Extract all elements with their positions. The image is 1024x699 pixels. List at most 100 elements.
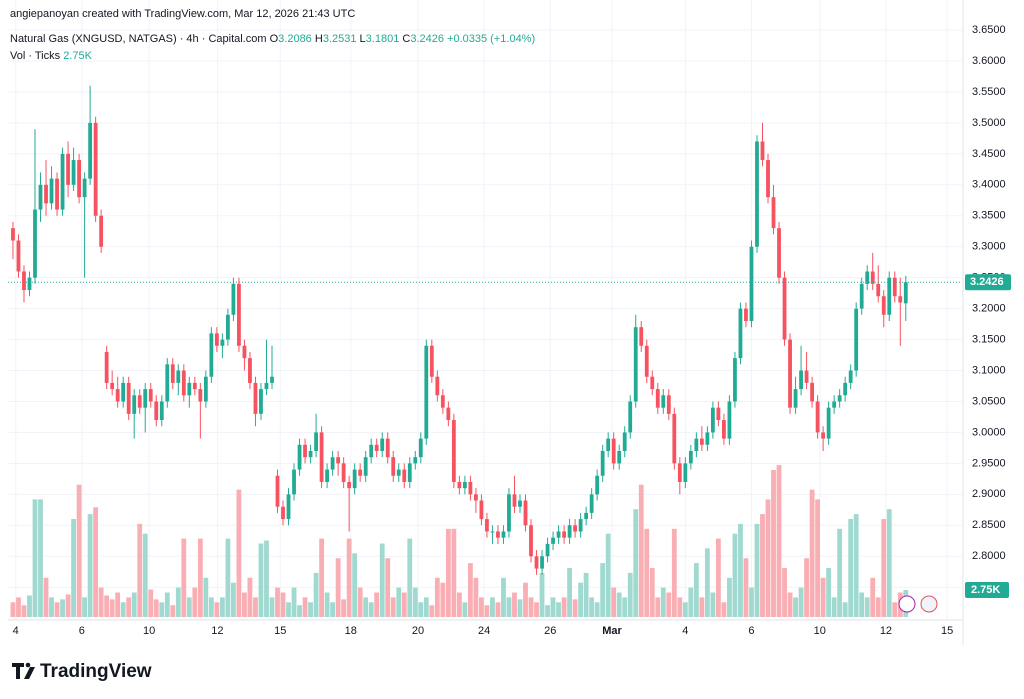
y-tick-label: 3.0000 bbox=[972, 426, 1006, 438]
volume-bar bbox=[721, 602, 727, 617]
candle-body bbox=[661, 395, 666, 408]
candle-body bbox=[181, 370, 186, 396]
volume-bar bbox=[732, 533, 738, 617]
volume-bar bbox=[611, 587, 617, 617]
volume-bar bbox=[765, 499, 771, 617]
candle-body bbox=[848, 370, 853, 383]
x-tick-label: Mar bbox=[602, 625, 622, 637]
volume-bar bbox=[539, 572, 545, 617]
candle-body bbox=[782, 277, 787, 340]
y-tick-label: 3.6000 bbox=[972, 55, 1006, 67]
y-tick-label: 3.4000 bbox=[972, 179, 1006, 191]
volume-bar bbox=[699, 597, 705, 617]
candle-body bbox=[192, 382, 197, 390]
volume-bar bbox=[335, 558, 341, 617]
price-pane bbox=[11, 85, 908, 575]
volume-bar bbox=[60, 599, 65, 617]
candle-body bbox=[104, 351, 109, 383]
volume-pane bbox=[10, 465, 909, 617]
volume-bar bbox=[809, 489, 815, 617]
candle-body bbox=[198, 389, 203, 402]
volume-bar bbox=[142, 533, 148, 617]
candle-body bbox=[666, 395, 671, 414]
candle-body bbox=[38, 184, 43, 210]
candle-body bbox=[777, 228, 781, 278]
volume-bar bbox=[137, 523, 143, 617]
volume-bar bbox=[892, 602, 898, 617]
y-tick-label: 3.4500 bbox=[972, 148, 1006, 160]
volume-bar bbox=[93, 507, 99, 617]
volume-bar bbox=[186, 597, 192, 617]
volume-bar bbox=[275, 587, 280, 617]
candle-body bbox=[887, 277, 892, 315]
volume-bar bbox=[192, 587, 198, 617]
candle-body bbox=[440, 395, 445, 408]
volume-bar bbox=[594, 602, 600, 617]
candle-body bbox=[336, 457, 341, 464]
candle-body bbox=[121, 382, 126, 402]
candle-body bbox=[402, 469, 407, 482]
volume-bar bbox=[837, 528, 843, 617]
volume-bar bbox=[693, 563, 699, 617]
change: +0.0335 (+1.04%) bbox=[447, 33, 536, 45]
volume-bar bbox=[600, 563, 606, 617]
candle-body bbox=[55, 178, 59, 210]
candle-body bbox=[837, 395, 842, 402]
volume-bar bbox=[32, 499, 38, 617]
volume-bar bbox=[864, 597, 870, 617]
candle-body bbox=[578, 519, 583, 532]
volume-bar bbox=[242, 592, 247, 617]
candle-body bbox=[325, 469, 330, 482]
candle-body bbox=[308, 451, 313, 458]
ohlc: O3.2086 H3.2531 L3.1801 C3.2426 +0.0335 … bbox=[270, 33, 536, 45]
candle-body bbox=[77, 160, 81, 198]
candle-body bbox=[424, 345, 429, 439]
candle-body bbox=[540, 556, 544, 569]
candle-body bbox=[733, 358, 737, 402]
candle-body bbox=[474, 494, 478, 501]
candle-body bbox=[551, 537, 555, 544]
candle-body bbox=[727, 401, 732, 439]
volume-bar bbox=[363, 597, 369, 617]
volume-bar bbox=[297, 605, 302, 617]
candle-body bbox=[187, 382, 192, 396]
y-tick-label: 3.1500 bbox=[972, 333, 1006, 345]
candle-body bbox=[462, 481, 467, 489]
candle-body bbox=[672, 413, 677, 464]
volume-title: Vol · Ticks bbox=[10, 50, 61, 62]
volume-bar bbox=[512, 592, 517, 617]
candle-body bbox=[766, 160, 770, 198]
ohlc-prefix: L bbox=[359, 33, 366, 45]
volume-bar bbox=[523, 582, 528, 617]
volume-bar bbox=[65, 594, 71, 617]
candle-body bbox=[352, 469, 357, 489]
volume-bar bbox=[666, 592, 672, 617]
volume-bar bbox=[743, 558, 749, 617]
candle-body bbox=[633, 327, 638, 402]
candle-body bbox=[821, 432, 826, 439]
candle-body bbox=[810, 382, 814, 402]
volume-bar bbox=[760, 514, 765, 617]
candle-body bbox=[446, 407, 451, 421]
volume-bar bbox=[126, 597, 132, 617]
candle-body bbox=[534, 556, 539, 569]
volume-bar bbox=[159, 602, 165, 617]
candle-body bbox=[220, 339, 225, 346]
volume-bar bbox=[572, 599, 578, 617]
volume-bar bbox=[776, 465, 782, 617]
volume-bar bbox=[467, 563, 473, 617]
volume-bar bbox=[434, 577, 440, 617]
volume-bar bbox=[291, 587, 297, 617]
candle-body bbox=[507, 494, 511, 532]
candle-body bbox=[545, 543, 550, 557]
candle-body bbox=[881, 296, 886, 315]
volume-bar bbox=[258, 543, 264, 617]
volume-bar bbox=[131, 592, 137, 617]
volume-bar bbox=[677, 597, 683, 617]
volume-value: 2.75K bbox=[63, 50, 92, 62]
candle-body bbox=[407, 463, 412, 482]
candle-body bbox=[639, 327, 644, 346]
candle-body bbox=[170, 364, 175, 383]
